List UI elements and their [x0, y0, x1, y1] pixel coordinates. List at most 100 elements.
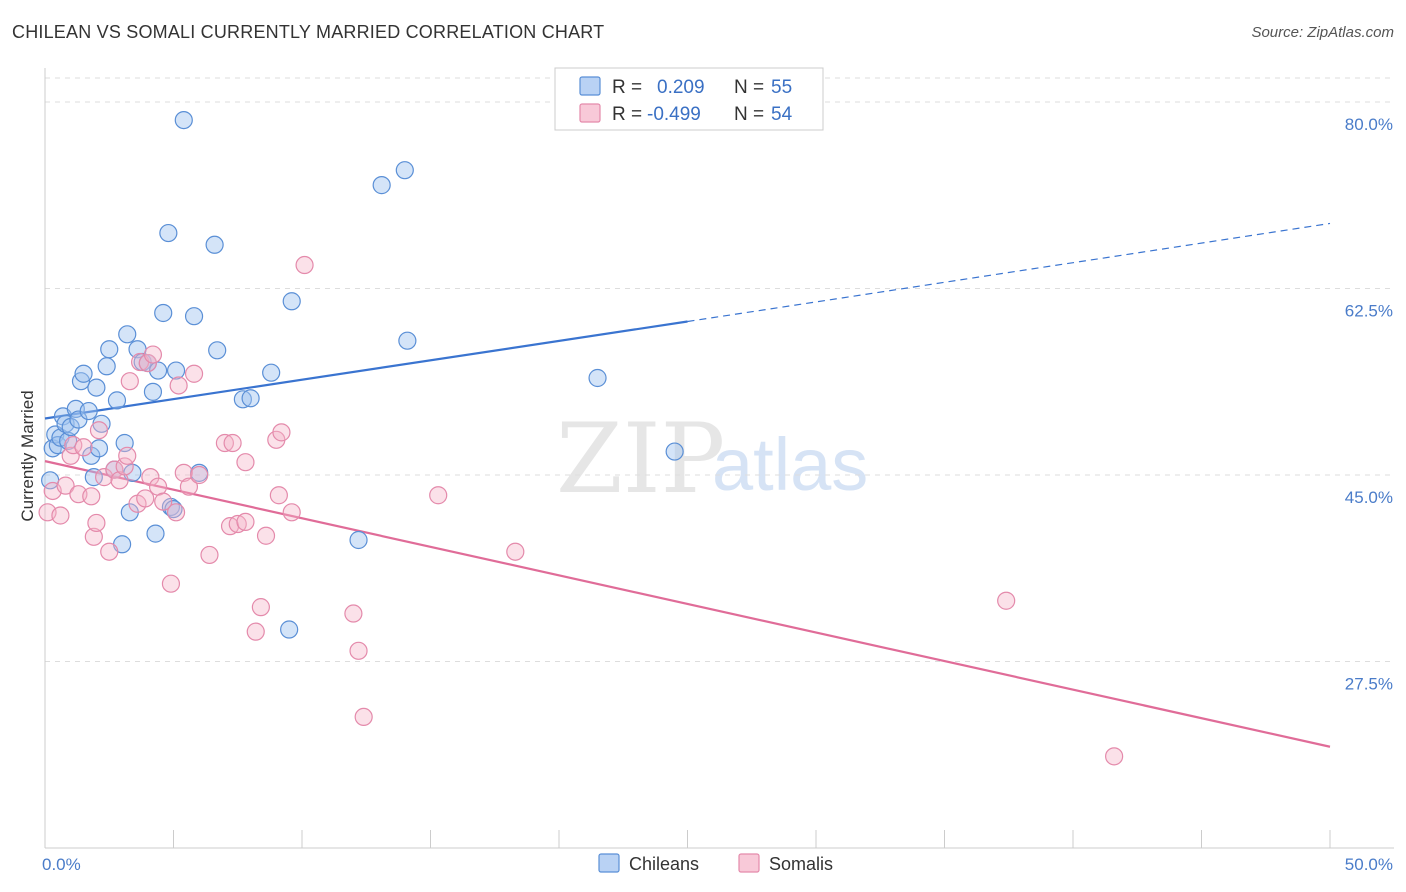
- legend-n-label-chileans: N =: [734, 77, 764, 98]
- point-chileans-54: [665, 442, 684, 461]
- trend-line-somalis: [44, 460, 1331, 748]
- x-tick-label-0: 0.0%: [42, 855, 81, 874]
- point-somalis-51: [354, 707, 373, 727]
- point-chileans-50: [372, 176, 391, 195]
- point-somalis-7: [74, 438, 93, 457]
- chart-title: CHILEAN VS SOMALI CURRENTLY MARRIED CORR…: [12, 22, 605, 42]
- point-somalis-33: [190, 465, 209, 485]
- point-chileans-49: [349, 530, 368, 550]
- legend-r-label-chileans: R =: [612, 77, 642, 98]
- point-chileans-31: [143, 382, 163, 401]
- point-chileans-40: [184, 307, 204, 326]
- point-chileans-20: [100, 340, 119, 359]
- point-somalis-39: [236, 512, 255, 531]
- legend-n-somalis: 54: [771, 104, 793, 125]
- bottom-legend-swatch-chileans: [598, 853, 620, 873]
- point-somalis-29: [169, 376, 188, 395]
- point-somalis-9: [84, 527, 103, 546]
- point-somalis-41: [246, 622, 265, 641]
- bottom-legend-somalis: Somalis: [769, 854, 833, 874]
- point-somalis-31: [179, 477, 199, 496]
- gridlines: [45, 77, 1394, 662]
- point-somalis-12: [95, 468, 114, 487]
- point-chileans-51: [395, 161, 414, 180]
- point-chileans-43: [205, 235, 224, 254]
- point-somalis-17: [118, 446, 137, 465]
- legend-swatch-somalis: [579, 103, 601, 123]
- point-somalis-35: [215, 433, 234, 453]
- source-label: Source: ZipAtlas.com: [1251, 24, 1394, 41]
- point-somalis-54: [997, 591, 1016, 610]
- y-axis-label: Currently Married: [18, 390, 37, 521]
- point-somalis-50: [349, 641, 368, 660]
- point-chileans-12: [74, 364, 93, 383]
- axes: 27.5% 45.0% 62.5% 80.0% 0.0% 50.0%: [42, 68, 1394, 874]
- point-somalis-8: [82, 487, 101, 506]
- y-tick-label-3: 80.0%: [1345, 115, 1393, 134]
- point-somalis-24: [143, 345, 163, 364]
- point-somalis-48: [295, 255, 314, 275]
- point-chileans-48: [280, 620, 299, 639]
- bottom-legend-swatch-somalis: [738, 853, 760, 873]
- point-somalis-53: [506, 542, 525, 561]
- point-chileans-11: [71, 372, 91, 391]
- series-legend: Chileans Somalis: [598, 853, 833, 874]
- point-chileans-32: [146, 524, 165, 543]
- point-chileans-35: [159, 223, 178, 243]
- point-chileans-45: [241, 389, 260, 408]
- data-points: [38, 110, 1124, 766]
- point-somalis-42: [251, 598, 270, 617]
- y-tick-label-2: 62.5%: [1345, 301, 1393, 320]
- point-chileans-13: [79, 401, 98, 421]
- point-somalis-16: [115, 457, 134, 476]
- point-chileans-8: [61, 417, 80, 437]
- point-somalis-52: [429, 486, 448, 505]
- watermark-zip: ZIP: [556, 403, 725, 515]
- point-somalis-21: [136, 489, 155, 508]
- point-somalis-47: [282, 503, 301, 522]
- point-chileans-25: [118, 325, 137, 344]
- point-somalis-55: [1105, 747, 1124, 766]
- point-somalis-18: [120, 372, 139, 391]
- point-somalis-2: [51, 506, 70, 525]
- trend-line-chileans: [44, 320, 688, 420]
- legend-n-chileans: 55: [771, 77, 792, 98]
- point-somalis-27: [161, 574, 181, 593]
- point-somalis-11: [89, 421, 109, 440]
- y-tick-label-1: 45.0%: [1345, 488, 1393, 507]
- correlation-legend: R = 0.209 N = 55 R = -0.499 N = 54: [554, 67, 824, 131]
- point-somalis-37: [223, 433, 242, 453]
- legend-n-label-somalis: N =: [734, 104, 764, 125]
- point-chileans-53: [588, 368, 607, 388]
- point-chileans-16: [87, 378, 106, 397]
- point-chileans-42: [208, 341, 227, 360]
- point-somalis-14: [105, 460, 124, 479]
- point-chileans-3: [48, 436, 67, 455]
- y-tick-label-0: 27.5%: [1345, 674, 1393, 693]
- watermark-atlas: atlas: [712, 423, 868, 506]
- point-chileans-39: [174, 110, 193, 130]
- point-somalis-46: [269, 486, 288, 505]
- point-chileans-17: [89, 439, 109, 458]
- point-somalis-32: [184, 364, 204, 383]
- point-somalis-34: [200, 545, 219, 565]
- legend-r-somalis: -0.499: [647, 104, 701, 125]
- point-chileans-15: [84, 468, 103, 487]
- point-somalis-4: [61, 446, 80, 465]
- trend-lines: [44, 222, 1331, 748]
- point-chileans-19: [97, 357, 116, 376]
- point-chileans-38: [166, 361, 186, 380]
- legend-r-label-somalis: R =: [612, 104, 642, 125]
- point-somalis-23: [141, 468, 160, 487]
- point-somalis-10: [87, 513, 106, 533]
- point-chileans-52: [398, 331, 417, 350]
- point-chileans-44: [233, 390, 252, 409]
- point-somalis-26: [154, 492, 173, 511]
- point-somalis-28: [166, 503, 186, 522]
- legend-swatch-chileans: [579, 76, 601, 96]
- point-somalis-3: [56, 476, 75, 495]
- point-somalis-13: [100, 542, 119, 561]
- point-somalis-45: [272, 423, 291, 442]
- point-somalis-22: [138, 353, 157, 373]
